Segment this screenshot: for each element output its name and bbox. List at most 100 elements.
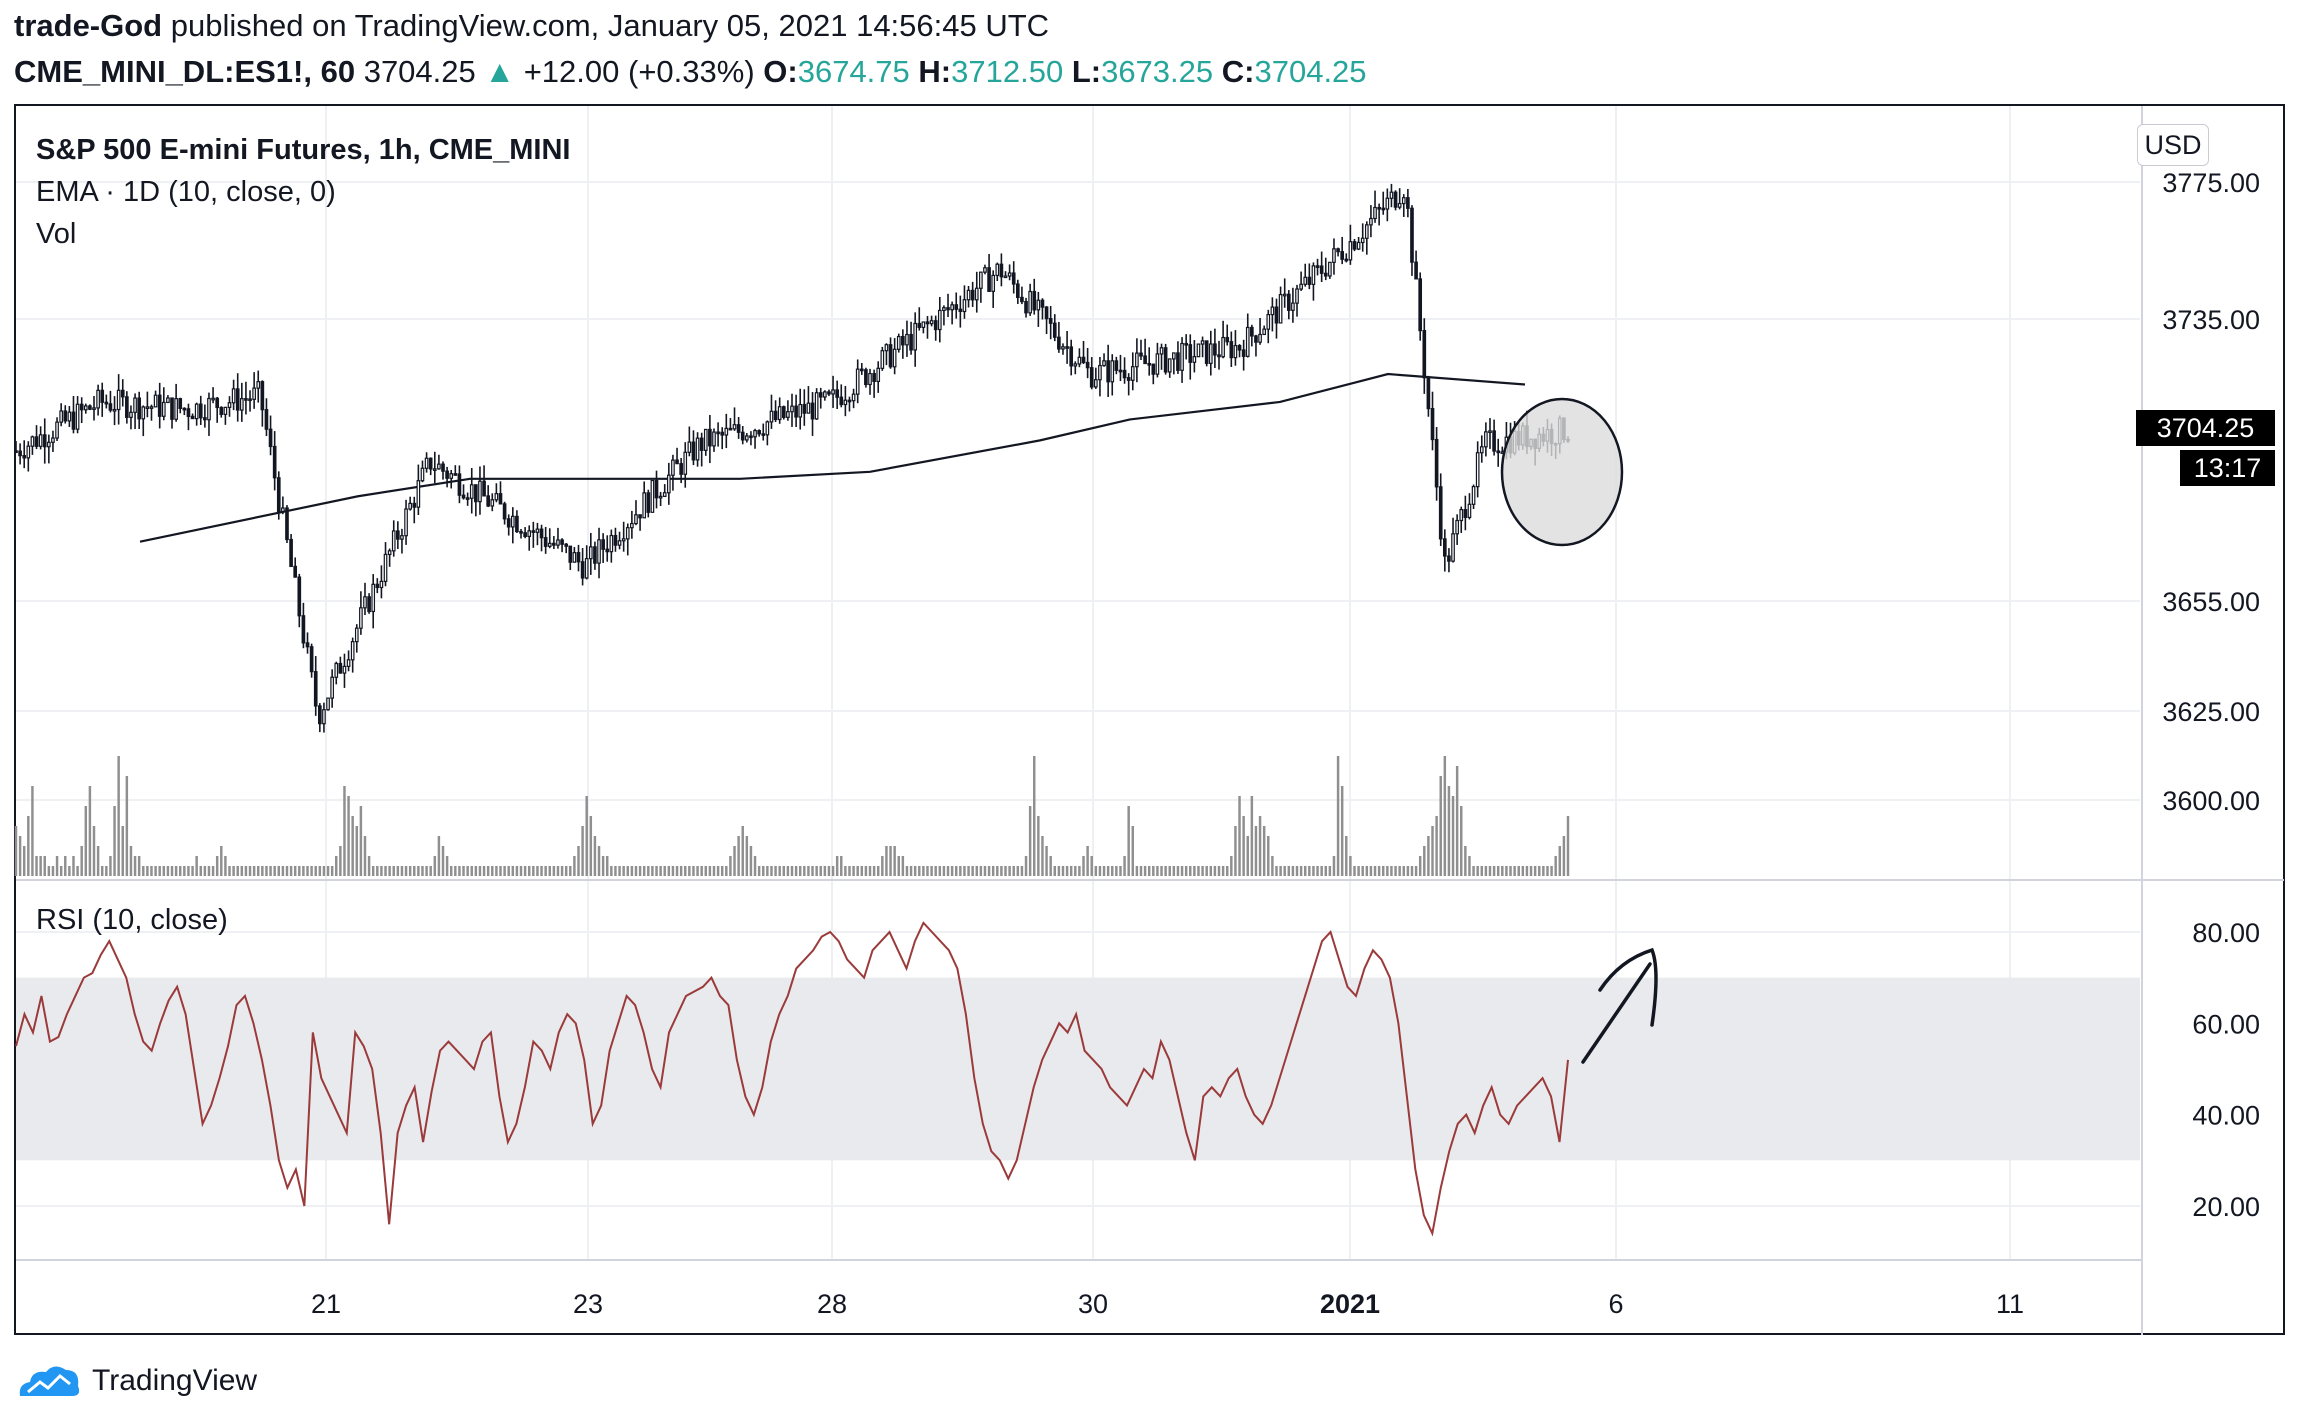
candle-body <box>198 403 203 419</box>
tradingview-cloud-icon[interactable] <box>14 1360 84 1402</box>
candle-body <box>1159 347 1164 355</box>
author-name[interactable]: trade-God <box>14 8 163 43</box>
candle-body <box>855 368 860 395</box>
volume-bar <box>519 866 523 876</box>
volume-bar <box>872 866 876 876</box>
volume-bar <box>663 866 666 876</box>
volume-bar <box>1529 866 1533 876</box>
candle-body <box>946 307 950 311</box>
volume-bar <box>306 866 309 876</box>
candle-body <box>235 388 240 411</box>
volume-bar <box>1386 866 1389 876</box>
volume-bar <box>1115 866 1118 876</box>
volume-bar <box>790 866 794 876</box>
volume-bar <box>1234 826 1237 876</box>
volume-bar <box>64 856 67 876</box>
candle-body <box>905 333 909 346</box>
candle-body <box>396 530 400 540</box>
candle-body <box>810 402 815 420</box>
candle-body <box>1143 355 1147 365</box>
candle-body <box>248 398 252 402</box>
candle-body <box>1180 342 1184 371</box>
candle-body <box>872 372 876 383</box>
candle-body <box>309 646 314 673</box>
volume-bar <box>860 866 864 876</box>
candle-body <box>1438 486 1443 540</box>
volume-bar <box>544 866 547 876</box>
volume-bar <box>523 866 527 876</box>
candle-body <box>1250 326 1254 337</box>
candle-body <box>219 406 224 415</box>
candle-body <box>55 421 59 439</box>
volume-bar <box>975 866 978 876</box>
volume-bar <box>844 866 847 876</box>
volume-bar <box>1365 866 1369 876</box>
volume-bar <box>228 866 231 876</box>
volume-bar <box>449 866 453 876</box>
volume-bar <box>1242 816 1245 876</box>
candle-body <box>346 659 351 668</box>
time-tick-label: 11 <box>1996 1289 2024 1319</box>
volume-bar <box>1480 866 1484 876</box>
volume-bar <box>1312 866 1315 876</box>
volume-bar <box>540 866 543 876</box>
volume-bar <box>1102 866 1106 876</box>
volume-bar <box>762 866 765 876</box>
candle-body <box>703 428 708 451</box>
candle-body <box>720 431 725 436</box>
volume-bar <box>1156 866 1159 876</box>
time-tick-label: 28 <box>817 1289 847 1319</box>
candle-body <box>120 389 125 398</box>
candle-body <box>502 503 507 520</box>
candle-body <box>104 401 109 405</box>
volume-bar <box>630 866 634 876</box>
volume-bar <box>675 866 679 876</box>
volume-bar <box>76 866 79 876</box>
volume-bar <box>926 866 929 876</box>
price-tick-label: 3600.00 <box>2162 786 2260 816</box>
volume-bar <box>606 856 609 876</box>
volume-bar <box>1246 836 1249 876</box>
candle-body <box>1258 333 1262 343</box>
candle-body <box>1479 446 1484 454</box>
volume-bar <box>224 856 227 876</box>
rsi-tick-label: 60.00 <box>2192 1009 2260 1039</box>
candle-body <box>1307 276 1312 285</box>
candle-body <box>933 320 938 331</box>
volume-bar <box>376 866 379 876</box>
candle-body <box>1024 301 1028 314</box>
volume-bar <box>889 846 892 876</box>
candle-body <box>597 539 601 564</box>
volume-bar <box>491 866 494 876</box>
candle-body <box>1496 450 1501 454</box>
price-change: +12.00 (+0.33%) <box>523 54 755 89</box>
candle-body <box>761 433 766 436</box>
volume-bar <box>753 856 757 876</box>
volume-bar <box>1184 866 1188 876</box>
volume-bar <box>581 826 584 876</box>
vol-legend[interactable]: Vol <box>36 218 77 250</box>
candle-body <box>970 289 975 301</box>
volume-bar <box>166 866 170 876</box>
currency-button[interactable]: USD <box>2137 124 2209 166</box>
rsi-legend[interactable]: RSI (10, close) <box>36 904 228 936</box>
candle-body <box>769 410 774 423</box>
candle-body <box>716 431 720 435</box>
candle-body <box>1356 241 1361 250</box>
price-tick-label: 3775.00 <box>2162 168 2260 198</box>
candle-body <box>781 406 786 418</box>
volume-bar <box>1176 866 1180 876</box>
volume-bar <box>31 786 34 876</box>
candle-body <box>1434 438 1439 488</box>
candle-body <box>498 493 503 505</box>
volume-bar <box>1464 846 1467 876</box>
volume-bar <box>1468 856 1471 876</box>
ema-legend[interactable]: EMA · 1D (10, close, 0) <box>36 176 336 208</box>
volume-bar <box>881 856 884 876</box>
candle-body <box>1426 377 1431 410</box>
footer-brand[interactable]: TradingView <box>92 1364 258 1397</box>
volume-bar <box>852 866 855 876</box>
volume-bar <box>187 866 190 876</box>
candle-body <box>317 705 322 725</box>
